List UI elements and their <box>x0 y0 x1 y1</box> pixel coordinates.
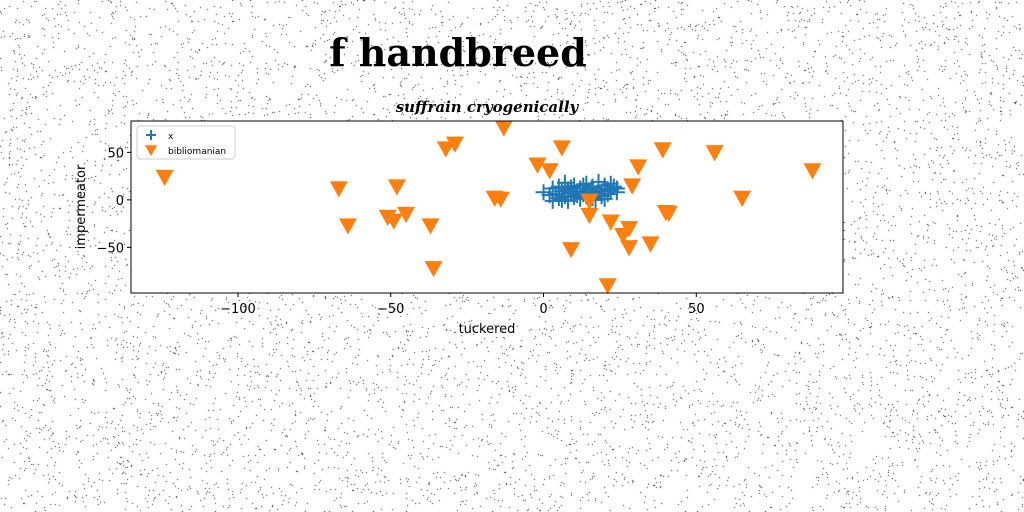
x-tick-label: 0 <box>539 302 547 317</box>
data-point-triangle <box>384 213 403 230</box>
data-point-triangle <box>601 214 620 231</box>
data-point-triangle <box>397 206 416 224</box>
plot-frame <box>130 120 844 294</box>
y-tick-label: −50 <box>97 241 124 256</box>
legend-marker-triangle <box>145 145 157 156</box>
data-point-triangle <box>528 157 547 174</box>
legend-label: x <box>168 132 174 142</box>
chart-title: suffrain cryogenically <box>396 98 580 116</box>
data-point-triangle <box>329 181 348 198</box>
legend: x bibliomanian <box>136 125 236 160</box>
data-point-triangle <box>552 140 571 157</box>
y-axis-label: impermeator <box>74 164 89 249</box>
series-2 <box>155 120 822 295</box>
data-point-triangle <box>387 179 406 196</box>
data-point-triangle <box>540 163 559 180</box>
data-point-triangle <box>338 218 357 235</box>
data-point-triangle <box>598 278 617 295</box>
legend-entry: bibliomanian <box>145 145 226 157</box>
legend-marker-plus <box>146 130 156 140</box>
legend-entry: x <box>146 130 174 142</box>
data-point-triangle <box>641 236 660 253</box>
data-point-triangle <box>659 205 678 223</box>
x-tick-label: −50 <box>377 302 404 317</box>
data-point-triangle <box>580 207 599 225</box>
y-ticks: 50 0 −50 <box>97 146 131 256</box>
data-point-triangle <box>620 221 639 238</box>
data-point-triangle <box>629 159 648 176</box>
data-point-triangle <box>733 190 752 207</box>
data-point-triangle <box>491 191 510 208</box>
plot-area <box>131 121 843 293</box>
legend-box <box>136 125 236 160</box>
data-point-triangle <box>705 145 724 162</box>
series-1 <box>535 173 625 209</box>
y-tick-label: 0 <box>116 194 124 209</box>
figure-title: f handbreed <box>329 30 587 75</box>
data-point-triangle <box>653 142 672 159</box>
data-point-triangle <box>445 136 464 153</box>
x-tick-label: −100 <box>220 302 256 317</box>
legend-label: bibliomanian <box>168 147 226 157</box>
data-point-triangle <box>623 178 642 195</box>
data-point-triangle <box>494 120 513 137</box>
x-tick-label: 50 <box>688 302 705 317</box>
data-point-triangle <box>562 242 581 259</box>
x-ticks: −100 −50 0 50 <box>220 293 705 317</box>
data-point-triangle <box>580 193 599 210</box>
data-point-triangle <box>424 261 443 278</box>
x-axis-label: tuckered <box>459 322 516 337</box>
data-point-plus <box>608 180 625 197</box>
data-point-triangle <box>421 218 440 235</box>
data-point-plus <box>553 191 570 208</box>
data-point-triangle <box>620 240 639 257</box>
data-point-triangle <box>155 169 174 187</box>
chart-marks <box>155 120 822 295</box>
y-tick-label: 50 <box>107 146 124 161</box>
data-point-triangle <box>803 163 822 180</box>
data-point-triangle <box>436 141 455 158</box>
